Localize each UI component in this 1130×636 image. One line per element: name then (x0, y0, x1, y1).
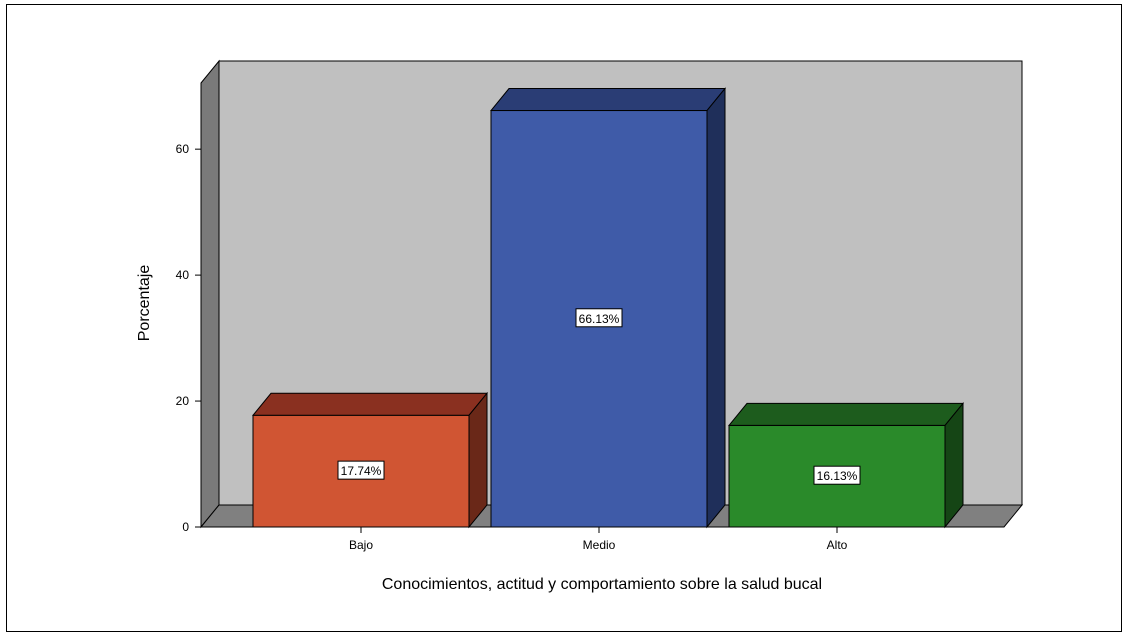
data-label-box (575, 308, 623, 328)
y-axis-title: Porcentaje (136, 265, 153, 342)
y-axis: 0 20 40 60 (176, 142, 201, 534)
bar-bajo: 17.74% (251, 391, 489, 529)
y-tick-label: 0 (182, 520, 189, 534)
data-label-box (337, 460, 385, 480)
x-tick-label: Medio (583, 538, 616, 552)
bar-medio: 66.13% (489, 87, 727, 529)
bar-top (489, 88, 727, 112)
bar-top (727, 402, 965, 426)
y-tick-label: 20 (176, 394, 190, 408)
bars: 17.74% 66.13% 16.13% (251, 87, 965, 529)
bar-alto: 16.13% (727, 402, 965, 529)
y-tick-label: 40 (176, 268, 190, 282)
data-label: 66.13% (579, 312, 620, 326)
x-axis: Bajo Medio Alto (349, 527, 848, 552)
bar-side (706, 87, 726, 529)
x-tick-label: Alto (827, 538, 848, 552)
left-wall (200, 59, 220, 529)
data-label: 16.13% (817, 469, 858, 483)
bar-side (468, 391, 488, 529)
data-label-box (813, 465, 861, 485)
bar-side (944, 402, 964, 529)
x-tick-label: Bajo (349, 538, 373, 552)
x-axis-title: Conocimientos, actitud y comportamiento … (382, 576, 822, 593)
data-label: 17.74% (341, 464, 382, 478)
bar-chart: 0 20 40 60 17.74% 66.13% 16.13% Bajo Medio Alto… (136, 59, 1024, 593)
y-tick-label: 60 (176, 142, 190, 156)
bar-top (251, 392, 489, 416)
chart-frame: 0 20 40 60 17.74% 66.13% 16.13% Bajo Medio Alto… (6, 4, 1122, 632)
